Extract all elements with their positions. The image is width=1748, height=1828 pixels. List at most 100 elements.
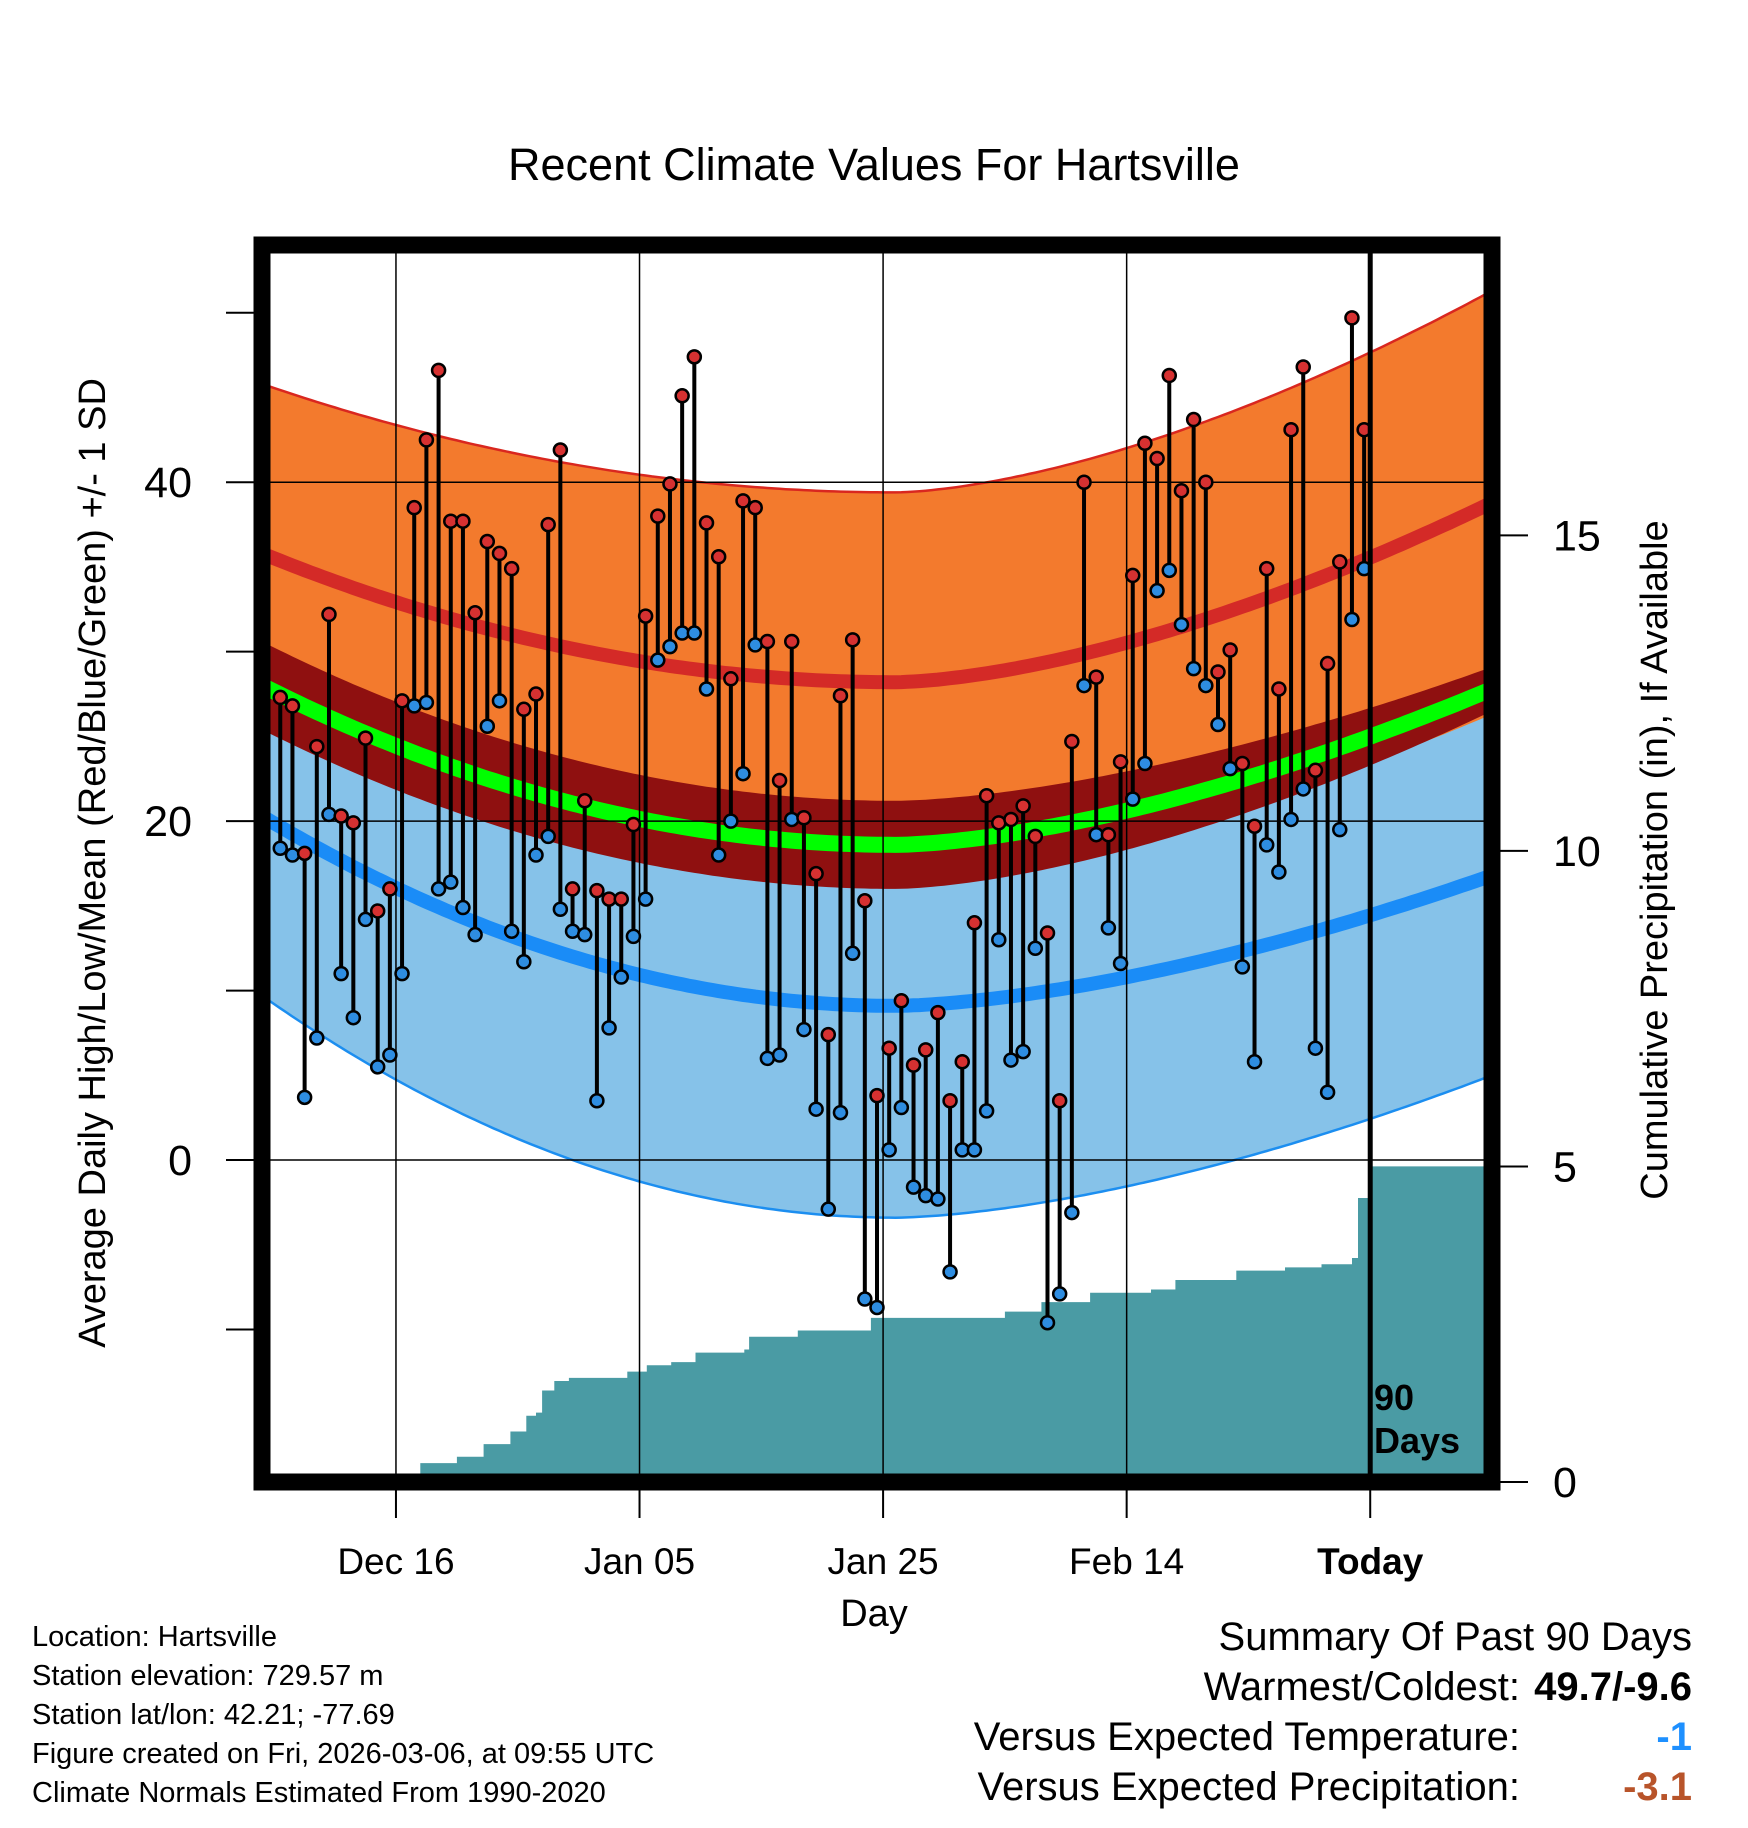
daily-high-point	[954, 1054, 970, 1070]
daily-high-point	[613, 891, 630, 907]
daily-low-point	[1039, 1314, 1056, 1331]
normal-low-line	[262, 810, 1492, 1013]
daily-low-point	[844, 945, 861, 962]
daily-high-point	[881, 1040, 897, 1056]
daily-high-point	[1283, 421, 1299, 438]
daily-high-point	[1027, 828, 1044, 845]
daily-low-point	[443, 874, 459, 890]
versus-temperature-value: -1	[1656, 1715, 1692, 1759]
daily-high-point	[966, 915, 983, 931]
daily-high-point	[844, 632, 861, 648]
daily-low-point	[1271, 864, 1287, 880]
daily-high-point	[430, 362, 447, 379]
daily-low-point	[771, 1047, 788, 1063]
daily-high-point	[674, 388, 690, 404]
daily-low-point	[1027, 940, 1044, 956]
daily-high-point	[650, 508, 666, 524]
daily-low-point	[296, 1089, 313, 1106]
daily-high-point	[321, 606, 337, 623]
daily-low-point	[503, 923, 520, 940]
daily-high-point	[1234, 755, 1251, 772]
daily-high-point	[1246, 818, 1263, 834]
daily-high-point	[418, 432, 435, 448]
daily-low-point	[625, 928, 642, 945]
daily-low-point	[345, 1009, 362, 1026]
daily-low-point	[516, 954, 532, 970]
daily-low-point	[723, 813, 739, 829]
daily-low-point	[1295, 781, 1311, 797]
versus-temperature-label: Versus Expected Temperature:	[973, 1715, 1520, 1759]
x-tick-label: Today	[1317, 1541, 1424, 1582]
y-axis-left-ticks: 0 20 40	[144, 311, 254, 1331]
daily-high-point	[467, 604, 483, 621]
daily-high-point	[564, 881, 581, 897]
daily-high-point	[869, 1087, 885, 1104]
x-tick-label: Jan 05	[584, 1541, 695, 1582]
daily-low-point	[1064, 1204, 1080, 1221]
daily-high-point	[1076, 474, 1092, 490]
daily-high-point	[309, 738, 325, 755]
y-left-tick-label: 40	[144, 459, 192, 507]
daily-low-point	[528, 847, 544, 863]
daily-low-point	[1100, 920, 1117, 936]
station-latlon: Station lat/lon: 42.21; -77.69	[32, 1699, 395, 1731]
daily-low-point	[1185, 660, 1202, 677]
daily-high-point	[1173, 482, 1190, 499]
daily-low-point	[686, 625, 703, 641]
today-days-label-2: Days	[1374, 1420, 1460, 1461]
daily-low-point	[1149, 582, 1165, 599]
daily-high-point	[698, 515, 715, 531]
mean-sd-band	[262, 641, 1492, 889]
y-right-tick-label: 0	[1553, 1459, 1577, 1507]
daily-high-point	[491, 545, 508, 562]
daily-low-point	[394, 965, 410, 982]
daily-low-point	[1015, 1043, 1031, 1060]
daily-high-point	[576, 793, 593, 809]
daily-high-point	[857, 893, 873, 909]
warmest-coldest-value: 49.7/-9.6	[1534, 1665, 1692, 1709]
figure-created: Figure created on Fri, 2026-03-06, at 09…	[32, 1738, 655, 1770]
daily-low-point	[698, 681, 715, 697]
daily-low-point	[1076, 677, 1092, 694]
plot-frame	[253, 236, 1501, 1491]
daily-high-point	[1088, 669, 1104, 685]
daily-high-point	[759, 633, 776, 650]
daily-high-point	[771, 772, 788, 789]
daily-high-point	[832, 687, 849, 704]
daily-high-point	[710, 549, 727, 565]
today-days-label-1: 90	[1374, 1377, 1414, 1418]
daily-low-point	[272, 840, 289, 856]
daily-high-point	[1039, 925, 1056, 941]
daily-low-point	[552, 901, 569, 918]
daily-high-point	[893, 993, 910, 1009]
daily-high-point	[978, 787, 995, 804]
summary-panel: Summary Of Past 90 Days Warmest/Coldest:…	[974, 1612, 1692, 1812]
daily-low-point	[1161, 562, 1178, 579]
station-info: Location: Hartsville Station elevation: …	[32, 1618, 654, 1813]
daily-high-point	[516, 701, 532, 718]
daily-high-point	[528, 686, 544, 702]
daily-high-point	[662, 476, 678, 492]
y-axis-right-ticks: 0 5 10 15	[1500, 512, 1601, 1507]
daily-high-point	[455, 513, 471, 529]
daily-high-point	[1295, 359, 1311, 375]
daily-low-point	[1112, 955, 1129, 972]
daily-low-point	[1344, 611, 1360, 628]
y-left-tick-label: 20	[144, 798, 192, 846]
daily-low-point	[467, 926, 483, 943]
daily-high-point	[1015, 798, 1031, 814]
daily-high-point	[540, 516, 556, 533]
daily-high-point	[820, 1026, 837, 1043]
daily-low-point	[1173, 616, 1190, 633]
daily-low-point	[1003, 1052, 1019, 1068]
daily-high-point	[735, 493, 751, 509]
daily-high-point	[382, 881, 398, 897]
daily-high-point	[1344, 310, 1360, 326]
daily-high-point	[796, 809, 812, 826]
daily-low-point	[978, 1103, 995, 1119]
daily-high-point	[357, 730, 374, 746]
cumulative-precip-area	[262, 1166, 1492, 1482]
daily-low-point	[1051, 1286, 1068, 1302]
daily-low-point	[491, 693, 508, 709]
daily-low-point	[857, 1291, 873, 1307]
